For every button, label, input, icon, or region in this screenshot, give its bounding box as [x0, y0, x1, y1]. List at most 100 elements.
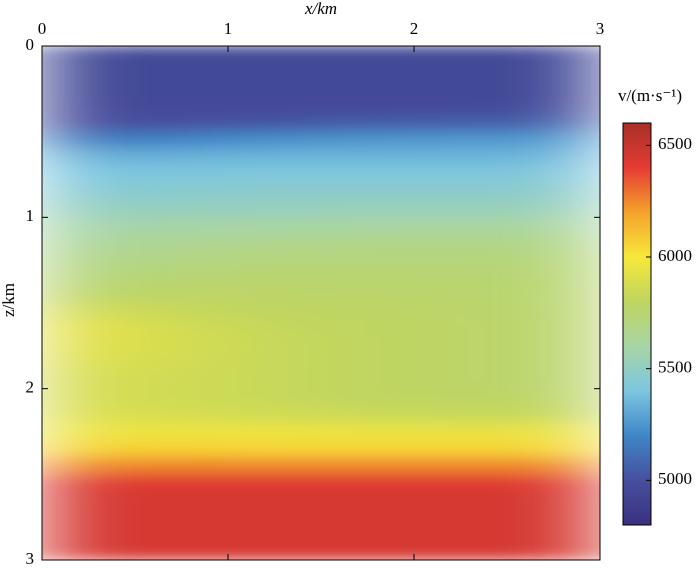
- heatmap-cell: [506, 388, 600, 407]
- heatmap: [42, 46, 600, 560]
- heatmap-cell: [320, 62, 415, 81]
- heatmap-cell: [413, 114, 508, 133]
- heatmap-cell: [506, 182, 600, 201]
- heatmap-cell: [320, 336, 415, 355]
- heatmap-cell: [320, 490, 415, 510]
- heatmap-cell: [413, 439, 508, 458]
- colorbar-tick-label: 5500: [658, 358, 692, 377]
- heatmap-cell: [42, 131, 136, 150]
- heatmap-cell: [413, 251, 508, 270]
- heatmap-cell: [42, 508, 136, 527]
- heatmap-cell: [320, 148, 415, 167]
- heatmap-cell: [227, 46, 322, 64]
- heatmap-cell: [227, 405, 322, 424]
- colorbar-tick-label: 5000: [658, 469, 692, 488]
- heatmap-cell: [320, 199, 415, 218]
- y-tick-label: 0: [26, 35, 35, 54]
- heatmap-cell: [320, 422, 415, 441]
- heatmap-cell: [42, 165, 136, 184]
- heatmap-cell: [320, 216, 415, 235]
- heatmap-cell: [42, 62, 136, 81]
- heatmap-cell: [506, 508, 600, 527]
- heatmap-cell: [413, 216, 508, 235]
- heatmap-cell: [227, 302, 322, 321]
- heatmap-cell: [134, 62, 229, 81]
- heatmap-cell: [42, 388, 136, 407]
- heatmap-cell: [42, 79, 136, 98]
- heatmap-cell: [320, 405, 415, 424]
- x-tick-label: 1: [224, 19, 233, 38]
- heatmap-cell: [227, 251, 322, 270]
- heatmap-cell: [134, 165, 229, 184]
- heatmap-cell: [506, 302, 600, 321]
- heatmap-cell: [227, 285, 322, 304]
- heatmap-cell: [320, 456, 415, 475]
- heatmap-cell: [227, 371, 322, 390]
- heatmap-cell: [413, 62, 508, 81]
- heatmap-cell: [134, 268, 229, 287]
- heatmap-cell: [320, 371, 415, 390]
- heatmap-cell: [227, 268, 322, 287]
- heatmap-cell: [320, 525, 415, 544]
- heatmap-cell: [413, 542, 508, 560]
- y-axis-label: z/km: [0, 283, 18, 317]
- heatmap-cell: [413, 131, 508, 150]
- heatmap-cell: [227, 490, 322, 510]
- heatmap-cell: [320, 439, 415, 458]
- heatmap-cell: [134, 96, 229, 116]
- heatmap-cell: [413, 353, 508, 373]
- heatmap-cell: [227, 456, 322, 475]
- heatmap-cell: [227, 216, 322, 235]
- heatmap-cell: [413, 199, 508, 218]
- heatmap-cell: [227, 79, 322, 98]
- heatmap-cell: [413, 319, 508, 338]
- heatmap-cell: [42, 439, 136, 458]
- heatmap-cell: [134, 388, 229, 407]
- heatmap-cell: [227, 508, 322, 527]
- colorbar-tick-label: 6000: [658, 246, 692, 265]
- heatmap-cell: [134, 182, 229, 201]
- heatmap-cell: [42, 490, 136, 510]
- heatmap-cell: [320, 268, 415, 287]
- heatmap-cell: [506, 336, 600, 355]
- heatmap-cell: [134, 336, 229, 355]
- heatmap-cell: [227, 388, 322, 407]
- heatmap-cell: [134, 439, 229, 458]
- heatmap-cell: [506, 79, 600, 98]
- heatmap-cell: [227, 165, 322, 184]
- heatmap-cell: [134, 79, 229, 98]
- heatmap-cell: [134, 490, 229, 510]
- heatmap-cell: [42, 251, 136, 270]
- heatmap-cell: [134, 233, 229, 253]
- plot-frame: [41, 45, 601, 561]
- heatmap-cell: [320, 388, 415, 407]
- heatmap-cell: [413, 46, 508, 64]
- heatmap-cell: [413, 165, 508, 184]
- heatmap-cell: [42, 422, 136, 441]
- heatmap-cell: [134, 319, 229, 338]
- x-tick-label: 0: [38, 19, 47, 38]
- heatmap-cell: [506, 233, 600, 253]
- heatmap-cell: [134, 251, 229, 270]
- heatmap-cell: [506, 148, 600, 167]
- heatmap-cell: [227, 131, 322, 150]
- heatmap-cell: [506, 46, 600, 64]
- heatmap-cell: [42, 353, 136, 373]
- heatmap-cell: [413, 79, 508, 98]
- heatmap-cells: [42, 46, 600, 560]
- x-axis-label: x/km: [304, 0, 337, 18]
- heatmap-cell: [42, 371, 136, 390]
- heatmap-cell: [506, 371, 600, 390]
- heatmap-cell: [413, 285, 508, 304]
- heatmap-cell: [227, 96, 322, 116]
- heatmap-cell: [227, 422, 322, 441]
- heatmap-cell: [42, 542, 136, 560]
- heatmap-cell: [413, 405, 508, 424]
- heatmap-cell: [42, 456, 136, 475]
- heatmap-cell: [227, 199, 322, 218]
- heatmap-cell: [320, 131, 415, 150]
- heatmap-cell: [413, 422, 508, 441]
- heatmap-cell: [134, 508, 229, 527]
- heatmap-cell: [413, 456, 508, 475]
